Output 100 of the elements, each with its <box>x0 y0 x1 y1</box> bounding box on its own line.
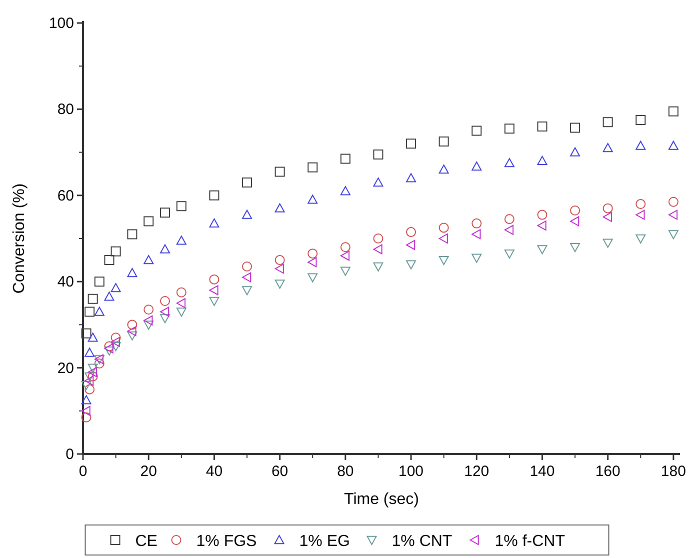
point <box>274 264 284 274</box>
point <box>602 203 613 214</box>
point <box>340 250 350 261</box>
point <box>668 196 678 207</box>
point <box>537 220 546 231</box>
x-tick-label: 40 <box>206 463 223 480</box>
point <box>308 273 318 282</box>
point <box>373 234 384 244</box>
point <box>406 260 416 270</box>
point <box>472 126 482 136</box>
point <box>84 372 95 382</box>
point <box>94 358 104 368</box>
point <box>340 186 350 196</box>
x-axis-title: Time (sec) <box>344 491 419 508</box>
point <box>537 210 548 220</box>
point <box>160 314 170 324</box>
y-tick-label: 80 <box>57 101 74 118</box>
point <box>340 266 350 276</box>
legend-label: CE <box>135 533 158 550</box>
point <box>88 367 97 378</box>
point <box>104 292 114 301</box>
point <box>94 276 104 287</box>
point <box>242 177 252 188</box>
point <box>84 384 95 394</box>
point <box>438 256 449 266</box>
point <box>242 286 252 296</box>
point <box>144 320 154 330</box>
point <box>472 254 482 263</box>
point <box>438 136 449 147</box>
point <box>209 296 220 306</box>
point <box>373 244 382 254</box>
point <box>160 296 170 306</box>
point <box>88 364 98 373</box>
point <box>636 210 645 220</box>
x-tick-label: 100 <box>398 463 424 480</box>
x-tick-label: 60 <box>271 463 288 480</box>
point <box>176 201 186 212</box>
point <box>406 138 416 149</box>
point <box>636 234 646 244</box>
y-axis-title: Conversion (%) <box>11 183 28 294</box>
x-tick-label: 160 <box>595 463 620 480</box>
point <box>602 212 612 222</box>
point <box>537 121 548 132</box>
point <box>472 229 481 240</box>
point <box>81 412 92 422</box>
point <box>438 234 448 244</box>
point <box>504 214 514 224</box>
point <box>570 243 580 252</box>
point <box>504 249 514 259</box>
point <box>84 306 95 317</box>
point <box>274 255 285 266</box>
x-tick-label: 120 <box>464 463 490 480</box>
point <box>373 149 384 160</box>
point <box>274 166 285 177</box>
point <box>242 210 252 219</box>
point <box>110 246 121 256</box>
y-tick-label: 0 <box>66 446 74 463</box>
point <box>209 218 220 228</box>
point <box>144 216 154 226</box>
point <box>88 294 98 304</box>
point <box>668 106 678 116</box>
point <box>602 238 613 248</box>
point <box>537 156 548 166</box>
point <box>438 222 449 233</box>
point <box>81 380 92 390</box>
point <box>127 268 138 278</box>
legend-label: 1% FGS <box>196 533 257 550</box>
point <box>602 117 613 128</box>
point <box>84 376 94 386</box>
point <box>406 173 416 182</box>
point <box>373 177 384 187</box>
point <box>110 342 121 352</box>
point <box>406 227 416 238</box>
point <box>242 262 252 272</box>
point <box>373 262 384 272</box>
point <box>340 242 350 252</box>
point <box>570 205 580 216</box>
point <box>308 162 318 172</box>
point <box>81 328 92 338</box>
point <box>636 199 646 210</box>
point <box>570 122 580 133</box>
point <box>176 236 186 245</box>
point <box>274 203 285 212</box>
point <box>88 371 98 382</box>
point <box>160 306 170 317</box>
point <box>472 218 482 228</box>
legend-label: 1% CNT <box>392 533 452 550</box>
point <box>438 164 449 174</box>
point <box>504 224 514 235</box>
x-tick-label: 140 <box>530 463 555 480</box>
point <box>504 124 514 134</box>
x-tick-label: 80 <box>337 463 354 480</box>
point <box>127 320 138 330</box>
point <box>176 298 186 308</box>
point <box>84 348 95 357</box>
point <box>406 240 416 250</box>
point <box>160 208 170 218</box>
point <box>110 336 120 347</box>
point <box>570 216 580 226</box>
point <box>537 245 548 254</box>
